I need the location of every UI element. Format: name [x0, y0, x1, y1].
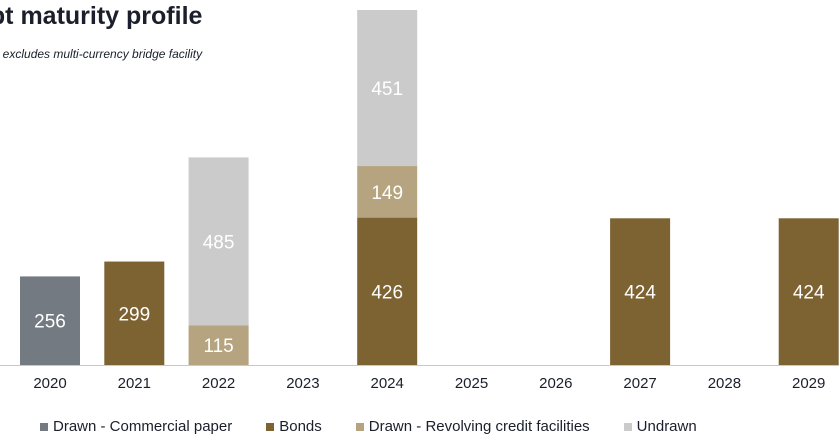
- chart-title: ebt maturity profile: [0, 2, 203, 30]
- legend-swatch: [266, 422, 275, 431]
- legend-item-undrawn: Undrawn: [623, 418, 697, 435]
- bar-2024-undrawn: [357, 10, 418, 167]
- legend-label: Drawn - Revolving credit facilities: [368, 418, 590, 435]
- legend-label: Bonds: [279, 418, 322, 435]
- bar-2022-undrawn: [188, 157, 249, 326]
- bar-2020-drawn-commercial-paper: [20, 276, 80, 365]
- data-label-2027-bonds: 424: [624, 283, 656, 304]
- bar-2024-bonds: [357, 217, 418, 365]
- legend-item-bonds: Bonds: [266, 418, 322, 435]
- x-tick-label-2026: 2026: [539, 375, 572, 392]
- data-label-2024-bonds: 426: [371, 282, 403, 303]
- bar-2027-bonds: [610, 218, 671, 365]
- legend-swatch: [40, 422, 48, 431]
- x-tick-label-2025: 2025: [455, 375, 488, 392]
- bar-2021-bonds: [104, 261, 165, 365]
- x-tick-label-2024: 2024: [371, 375, 404, 392]
- data-label-2020-drawn-commercial-paper: 256: [34, 312, 66, 333]
- legend-item-drawn-revolving-credit-facilities: Drawn - Revolving credit facilities: [355, 418, 590, 435]
- bar-2022-drawn-revolving-credit-facilities: [188, 325, 249, 365]
- chart-legend: Drawn - Commercial paper Bonds Drawn - Rev…: [40, 418, 731, 435]
- bar-2024-drawn-revolving-credit-facilities: [357, 166, 418, 218]
- data-label-2024-undrawn: 451: [371, 79, 403, 100]
- data-label-2024-drawn-revolving-credit-facilities: 149: [371, 183, 403, 204]
- legend-item-drawn-commercial-paper: Drawn - Commercial paper: [40, 418, 232, 435]
- legend-swatch: [623, 422, 632, 431]
- x-tick-label-2023: 2023: [286, 375, 319, 392]
- x-tick-label-2027: 2027: [623, 375, 656, 392]
- x-tick-label-2028: 2028: [708, 375, 741, 392]
- chart-subtitle: ph excludes multi-currency bridge facili…: [0, 47, 203, 61]
- x-tick-label-2029: 2029: [792, 375, 825, 392]
- legend-label: Drawn - Commercial paper: [53, 418, 233, 435]
- x-tick-label-2021: 2021: [118, 375, 151, 392]
- data-label-2022-undrawn: 485: [203, 232, 235, 253]
- data-label-2022-drawn-revolving-credit-facilities: 115: [203, 336, 233, 357]
- data-label-2029-bonds: 424: [793, 283, 825, 304]
- legend-swatch: [355, 422, 364, 431]
- x-tick-label-2022: 2022: [202, 375, 235, 392]
- x-tick-label-2020: 2020: [33, 375, 66, 392]
- data-label-2021-bonds: 299: [118, 304, 150, 325]
- legend-label: Undrawn: [636, 418, 697, 435]
- bar-2029-bonds: [778, 218, 839, 365]
